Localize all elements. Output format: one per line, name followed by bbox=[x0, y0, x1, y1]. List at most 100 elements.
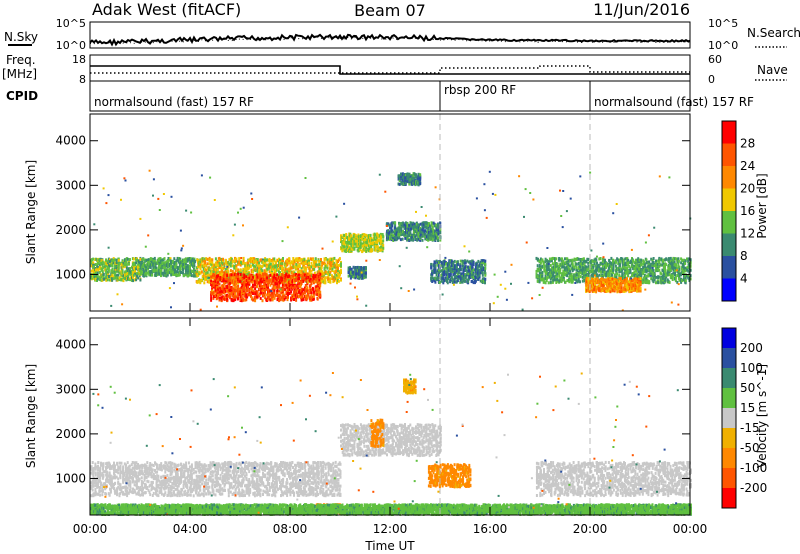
power-cell bbox=[324, 280, 327, 284]
power-cell bbox=[136, 258, 138, 262]
power-cell bbox=[434, 280, 437, 284]
power-cell bbox=[256, 285, 259, 289]
power-cell bbox=[94, 263, 97, 266]
power-cell bbox=[430, 266, 433, 270]
power-cell bbox=[151, 260, 153, 264]
power-cell bbox=[419, 173, 422, 177]
power-cell bbox=[258, 261, 261, 265]
power-cell bbox=[102, 265, 105, 269]
power-cell bbox=[122, 276, 125, 280]
power-cell bbox=[166, 268, 169, 272]
power-cell bbox=[214, 265, 217, 269]
power-cell bbox=[157, 258, 160, 262]
power-cell bbox=[167, 271, 170, 275]
cpid-panel: CPID normalsound (fast) 157 RF rbsp 200 … bbox=[6, 80, 754, 112]
power-cell bbox=[229, 269, 232, 273]
power-cell bbox=[108, 275, 111, 279]
power-cell bbox=[113, 264, 116, 268]
power-cell bbox=[106, 278, 109, 282]
power-cell bbox=[143, 263, 145, 266]
power-cell bbox=[175, 259, 178, 263]
power-cell bbox=[182, 274, 185, 278]
power-cell bbox=[555, 257, 558, 261]
power-cell bbox=[203, 269, 206, 273]
power-cell bbox=[98, 271, 101, 274]
power-cell bbox=[175, 273, 178, 277]
power-cell bbox=[266, 276, 269, 280]
power-cell bbox=[204, 267, 207, 271]
power-cell bbox=[312, 287, 315, 291]
power-cell bbox=[174, 265, 176, 269]
power-cell bbox=[338, 257, 341, 261]
power-cell bbox=[185, 260, 188, 264]
power-cell bbox=[304, 269, 307, 273]
power-cell bbox=[318, 263, 321, 266]
power-cell bbox=[180, 261, 182, 265]
power-cell bbox=[214, 268, 217, 272]
power-cell bbox=[273, 296, 276, 300]
power-cell bbox=[111, 277, 114, 281]
power-cell bbox=[369, 233, 372, 237]
power-cell bbox=[112, 261, 115, 265]
power-cell bbox=[151, 272, 153, 275]
power-cell bbox=[105, 264, 108, 268]
power-cell bbox=[481, 273, 484, 277]
sky-right-tick-bottom: 10^0 bbox=[708, 39, 738, 52]
power-cell bbox=[124, 272, 127, 276]
power-cell bbox=[151, 269, 153, 273]
power-cell bbox=[312, 294, 315, 298]
power-cell bbox=[101, 267, 104, 271]
power-cell bbox=[129, 278, 132, 282]
power-cell bbox=[364, 271, 367, 275]
power-cell bbox=[136, 265, 138, 269]
power-cell bbox=[170, 262, 173, 266]
power-cell bbox=[92, 263, 95, 267]
power-cell bbox=[178, 260, 181, 264]
power-cell bbox=[197, 265, 200, 269]
power-cell bbox=[92, 276, 95, 280]
power-cell bbox=[121, 269, 124, 273]
power-cell bbox=[437, 236, 440, 240]
power-cell bbox=[205, 272, 208, 275]
power-cell bbox=[365, 246, 368, 250]
power-cell bbox=[199, 263, 202, 267]
power-cell bbox=[137, 263, 140, 267]
power-cell bbox=[175, 270, 178, 274]
power-cell bbox=[239, 272, 242, 276]
power-cell bbox=[114, 261, 117, 265]
power-cell bbox=[208, 280, 211, 284]
power-cell bbox=[108, 258, 111, 262]
power-cell bbox=[245, 275, 248, 279]
power-cell bbox=[143, 269, 145, 273]
power-cell bbox=[156, 261, 159, 265]
power-cell bbox=[182, 268, 184, 272]
power-cell bbox=[161, 258, 164, 262]
power-cell bbox=[132, 263, 135, 267]
power-cell bbox=[111, 259, 114, 263]
power-cell bbox=[283, 297, 286, 301]
power-cell bbox=[105, 275, 108, 279]
power-cell bbox=[182, 258, 185, 262]
power-cell bbox=[298, 277, 300, 280]
power-cell bbox=[132, 273, 135, 277]
power-cell bbox=[155, 262, 158, 266]
power-cell bbox=[382, 235, 385, 239]
power-cell bbox=[167, 257, 170, 260]
power-cell bbox=[284, 268, 287, 271]
power-cell bbox=[158, 266, 161, 269]
power-cell bbox=[179, 267, 182, 271]
power-cell bbox=[92, 265, 95, 269]
power-cell bbox=[106, 264, 109, 268]
freq-label: Freq. bbox=[6, 53, 36, 67]
power-cell bbox=[231, 260, 234, 264]
power-cell bbox=[282, 257, 284, 260]
power-cell bbox=[214, 261, 217, 265]
power-cell bbox=[307, 290, 310, 294]
power-cell bbox=[174, 261, 176, 264]
power-cell bbox=[282, 266, 284, 270]
power-cell bbox=[132, 270, 135, 274]
power-cell bbox=[108, 262, 111, 266]
power-cell bbox=[218, 282, 221, 286]
power-cell bbox=[287, 295, 289, 299]
